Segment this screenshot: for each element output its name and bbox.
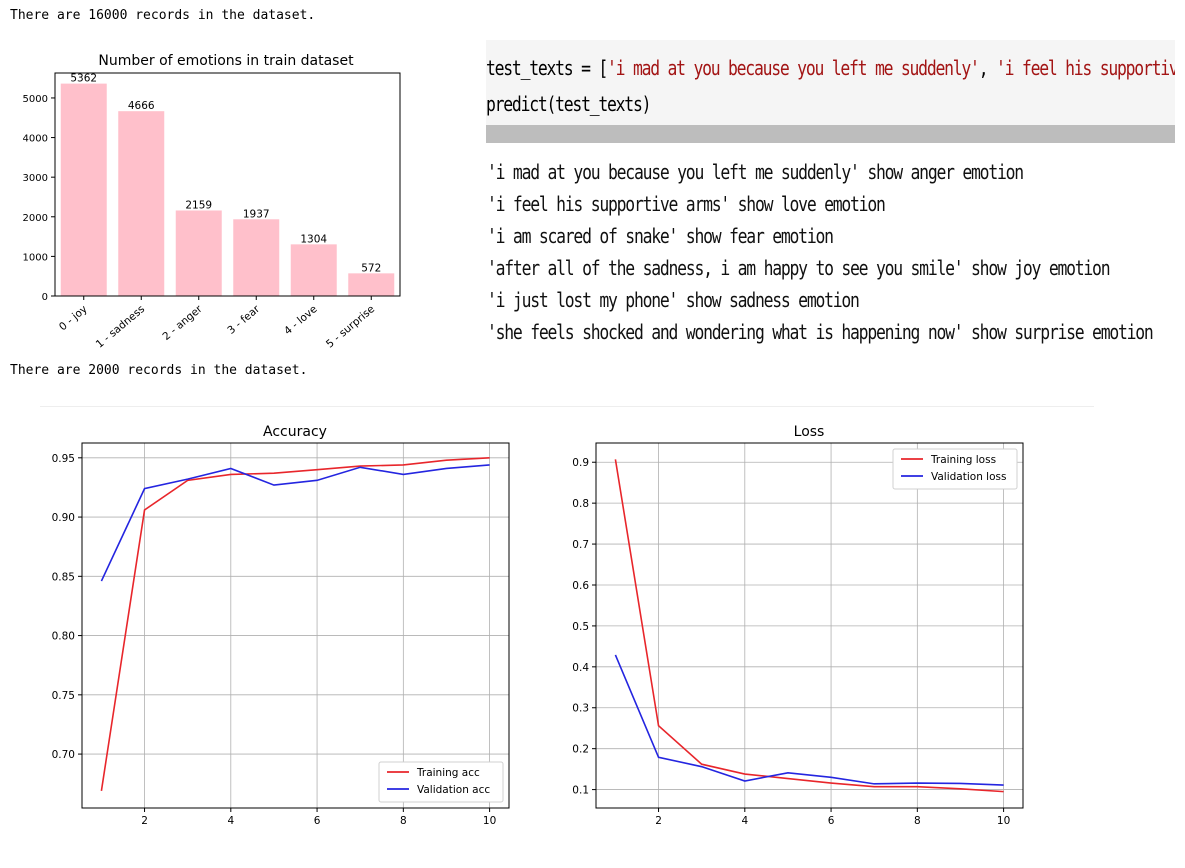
y-tick-label: 0.8 — [572, 498, 589, 510]
accuracy-chart: Accuracy 2 4 6 8 10 0.70 0.75 0.80 0.85 0.90 0.95 T… — [52, 424, 510, 827]
loss-chart: Loss 2 4 6 8 10 0.1 0.2 0.3 0.4 0.5 0.6 0.7 0.8 0.9 Tr… — [572, 424, 1024, 827]
x-tick-label: 6 — [314, 815, 321, 827]
y-tick-label: 2000 — [23, 213, 48, 224]
y-tick-label: 0.9 — [572, 457, 589, 469]
series-line — [100, 457, 490, 791]
legend-box — [378, 761, 504, 803]
y-tick-label: 0.3 — [572, 703, 589, 715]
output-line: 'i just lost my phone' show sadness emot… — [487, 288, 860, 312]
bar — [290, 244, 337, 296]
bar-value-label: 4666 — [128, 100, 155, 112]
bar-value-label: 5362 — [70, 73, 97, 85]
x-tick-label: 4 — [227, 815, 234, 827]
x-tick-label: 0 - joy — [57, 303, 90, 333]
x-tick-label: 2 — [141, 815, 148, 827]
y-tick-label: 5000 — [23, 94, 48, 105]
y-tick-label: 0.1 — [572, 785, 589, 797]
bar — [233, 219, 280, 296]
output-line: 'i mad at you because you left me sudden… — [487, 160, 1024, 184]
legend-box — [892, 448, 1018, 490]
series-line — [614, 459, 1004, 793]
y-tick-label: 0.6 — [572, 580, 589, 592]
legend-label: Training loss — [930, 454, 996, 466]
x-tick-label: 8 — [914, 815, 921, 827]
y-tick-label: 4000 — [23, 134, 48, 145]
x-tick-label: 3 - fear — [225, 303, 262, 337]
y-tick-label: 0.90 — [52, 512, 75, 524]
x-tick-label: 4 - love — [282, 303, 320, 337]
y-tick-label: 0.85 — [52, 571, 75, 583]
y-tick-label: 0.75 — [52, 690, 75, 702]
y-tick-label: 0.2 — [572, 744, 589, 756]
y-tick-label: 0.4 — [572, 662, 589, 674]
horizontal-scrollbar[interactable] — [486, 125, 1175, 143]
y-tick-label: 3000 — [23, 173, 48, 184]
code-cell[interactable]: test_texts = ['i mad at you because you … — [486, 40, 1175, 143]
y-tick-label: 0.95 — [52, 453, 75, 465]
y-tick-label: 0 — [42, 292, 48, 303]
x-tick-label: 8 — [400, 815, 407, 827]
bar — [118, 111, 165, 296]
bar — [348, 273, 395, 296]
bar-chart-title: Number of emotions in train dataset — [98, 53, 354, 69]
y-tick-label: 0.70 — [52, 749, 75, 761]
plot-frame — [81, 442, 510, 809]
legend-label: Validation loss — [931, 471, 1006, 483]
plot-frame — [595, 442, 1024, 809]
output-line: 'she feels shocked and wondering what is… — [487, 320, 1154, 344]
x-tick-label: 1 - sadness — [94, 303, 148, 351]
x-tick-label: 10 — [483, 815, 496, 827]
bar — [175, 210, 222, 296]
bar-chart-frame — [54, 72, 401, 297]
divider — [40, 406, 1094, 407]
bar-value-label: 572 — [361, 262, 381, 274]
code-line-predict: predict(test_texts) — [486, 92, 651, 116]
x-tick-label: 2 - anger — [160, 303, 205, 343]
records-count-test: There are 2000 records in the dataset. — [10, 363, 308, 378]
output-line: 'after all of the sadness, i am happy to… — [487, 256, 1111, 280]
x-tick-label: 4 — [741, 815, 748, 827]
legend-label: Validation acc — [417, 784, 490, 796]
y-tick-label: 1000 — [23, 252, 48, 263]
x-tick-label: 6 — [828, 815, 835, 827]
legend-label: Training acc — [416, 767, 480, 779]
bar-value-label: 1304 — [300, 233, 327, 245]
y-tick-label: 0.5 — [572, 621, 589, 633]
output-line: 'i feel his supportive arms' show love e… — [487, 192, 886, 216]
y-tick-label: 0.7 — [572, 539, 589, 551]
x-tick-label: 2 — [655, 815, 662, 827]
bar-value-label: 2159 — [185, 199, 212, 211]
series-line — [614, 654, 1004, 786]
x-tick-label: 10 — [997, 815, 1010, 827]
records-count-train: There are 16000 records in the dataset. — [10, 8, 316, 23]
bar — [60, 83, 107, 296]
accuracy-chart-title: Accuracy — [263, 424, 327, 440]
y-tick-label: 0.80 — [52, 631, 75, 643]
code-line-test-texts: test_texts = ['i mad at you because you … — [486, 56, 1175, 80]
series-line — [100, 464, 490, 582]
emotions-bar-chart: Number of emotions in train dataset 0 100… — [23, 53, 401, 351]
output-line: 'i am scared of snake' show fear emotion — [487, 224, 834, 248]
loss-chart-title: Loss — [794, 424, 825, 440]
bar-value-label: 1937 — [243, 208, 270, 220]
x-tick-label: 5 - surprise — [324, 303, 377, 350]
